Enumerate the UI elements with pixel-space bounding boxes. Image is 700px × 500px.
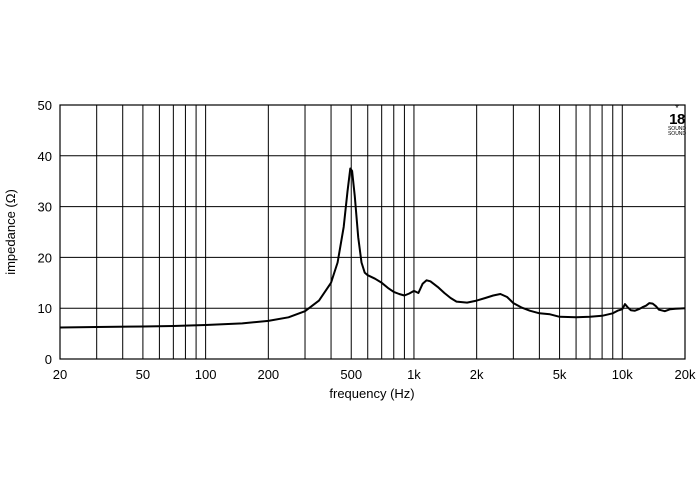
- x-axis-title: frequency (Hz): [329, 386, 414, 401]
- y-axis-title: impedance (Ω): [3, 189, 18, 275]
- x-tick-label: 500: [340, 367, 362, 382]
- x-tick-label: 2k: [470, 367, 484, 382]
- logo-text-2: SOUND: [667, 131, 687, 137]
- impedance-curve: [59, 167, 686, 329]
- logo-number: 18: [669, 111, 685, 128]
- tick-labels: 0 10 20 30 40 50 20 50 100 200 500 1k 2k 5k 10k 20k: [38, 98, 696, 382]
- logo-text-1: SOUND: [667, 126, 687, 132]
- x-tick-label: 20k: [675, 367, 696, 382]
- y-tick-label: 0: [45, 352, 52, 367]
- x-tick-label: 20: [53, 367, 67, 382]
- x-tick-label: 5k: [553, 367, 567, 382]
- y-tick-label: 20: [38, 250, 52, 265]
- y-tick-label: 50: [38, 98, 52, 113]
- logo-star: *: [675, 103, 679, 113]
- plot-frame: [59, 104, 686, 360]
- y-tick-label: 10: [38, 301, 52, 316]
- brand-logo: * 18 SOUND SOUND: [664, 104, 690, 150]
- x-tick-label: 50: [136, 367, 150, 382]
- x-tick-label: 200: [257, 367, 279, 382]
- x-tick-label: 10k: [612, 367, 633, 382]
- y-tick-label: 30: [38, 200, 52, 215]
- plot-background: [60, 105, 685, 359]
- y-tick-label: 40: [38, 149, 52, 164]
- x-tick-label: 100: [195, 367, 217, 382]
- x-tick-label: 1k: [407, 367, 421, 382]
